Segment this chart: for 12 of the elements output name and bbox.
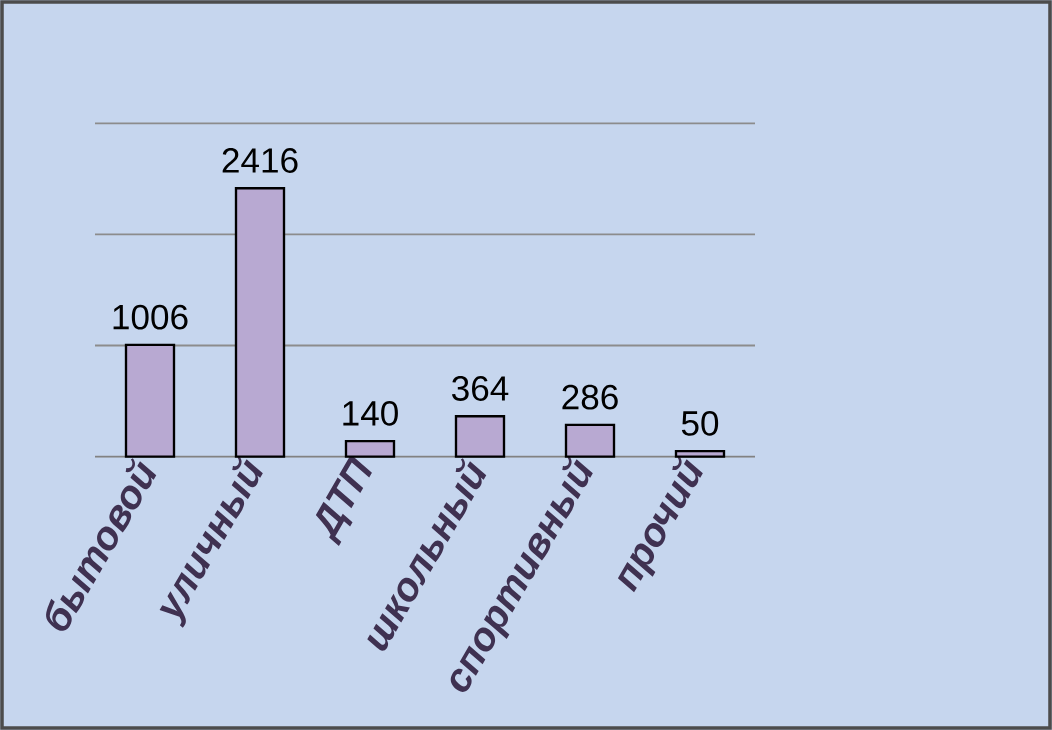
data-label: 364 [452, 376, 509, 401]
bar [564, 423, 616, 458]
data-label: 286 [562, 384, 618, 410]
data-label: 1006 [113, 304, 188, 330]
bar [124, 343, 176, 458]
data-label: 50 [681, 410, 719, 436]
data-label: 140 [343, 400, 398, 426]
bar [234, 187, 286, 458]
bar [454, 415, 506, 458]
bar [674, 449, 726, 458]
bar [344, 439, 396, 458]
data-label: 2416 [222, 148, 298, 173]
